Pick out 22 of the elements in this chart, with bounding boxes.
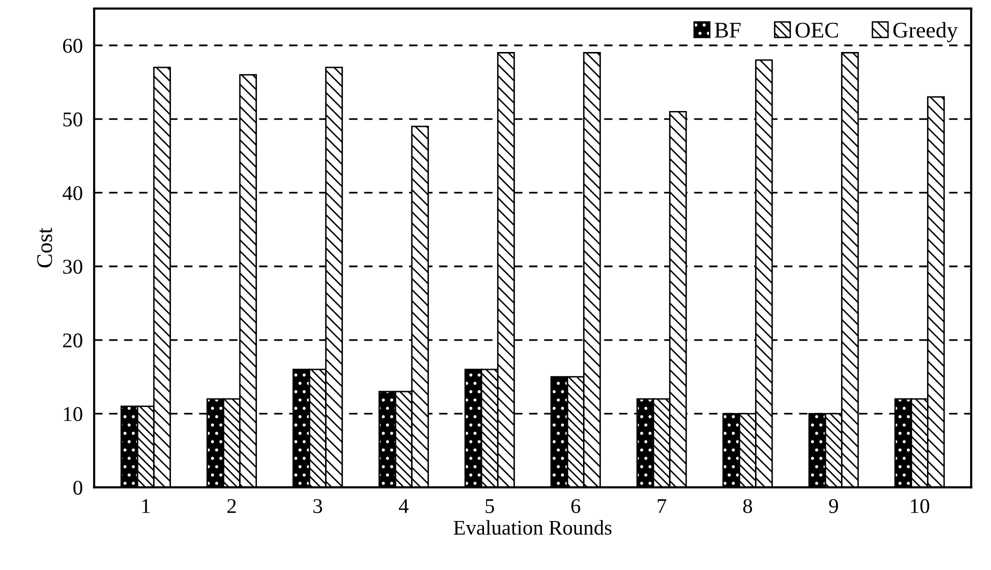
y-tick-label: 50: [63, 112, 82, 126]
x-tick-label: 8: [743, 499, 752, 514]
x-tick-label: 10: [911, 499, 930, 514]
x-tick-label: 6: [571, 499, 580, 514]
legend-label: Greedy: [893, 22, 958, 42]
legend-label: OEC: [796, 22, 838, 38]
y-tick-label: 20: [63, 333, 82, 348]
y-tick-label: 10: [64, 407, 82, 422]
y-tick-label: 0: [73, 480, 82, 495]
y-axis-title: Cost: [37, 228, 52, 268]
x-tick-label: 4: [398, 499, 409, 513]
y-tick-label: 60: [63, 38, 82, 53]
y-tick-label: 40: [62, 186, 82, 200]
x-tick-label: 5: [486, 499, 494, 514]
x-tick-label: 2: [227, 499, 236, 513]
x-tick-label: 9: [829, 499, 838, 514]
legend-label: BF: [714, 22, 741, 38]
y-tick-label: 30: [63, 260, 82, 274]
x-axis-title: Evaluation Rounds: [454, 520, 612, 535]
x-tick-label: 7: [658, 499, 666, 513]
x-tick-label: 3: [313, 499, 322, 514]
x-tick-label: 1: [142, 499, 150, 513]
